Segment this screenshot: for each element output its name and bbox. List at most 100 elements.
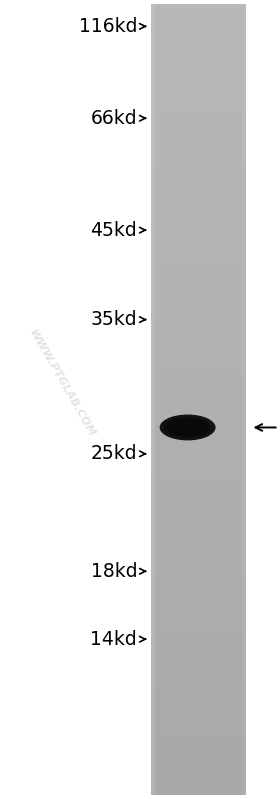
Bar — [151, 374, 246, 376]
Bar — [151, 81, 246, 83]
Bar — [151, 405, 246, 407]
Bar — [151, 123, 246, 125]
Bar — [151, 10, 246, 12]
Bar — [151, 696, 246, 698]
Bar — [151, 38, 246, 40]
Bar — [151, 388, 246, 390]
Bar — [151, 552, 246, 554]
Bar — [151, 590, 246, 591]
Bar — [151, 51, 246, 54]
Bar — [151, 296, 246, 299]
Bar — [151, 471, 246, 473]
Bar — [151, 392, 246, 394]
Bar — [151, 479, 246, 480]
Bar — [151, 745, 246, 748]
Bar — [151, 249, 246, 251]
Bar — [151, 435, 246, 437]
Bar — [151, 58, 246, 59]
Bar — [151, 791, 246, 793]
Bar — [151, 603, 246, 605]
Bar — [151, 461, 246, 463]
Bar — [151, 322, 246, 324]
Bar — [151, 431, 246, 433]
Bar — [151, 396, 246, 398]
Bar — [151, 22, 246, 24]
Text: 66kd: 66kd — [90, 109, 137, 128]
Bar — [151, 97, 246, 99]
Bar — [151, 251, 246, 253]
Bar — [151, 16, 246, 18]
Bar — [151, 563, 246, 566]
Bar — [151, 567, 246, 570]
Bar — [151, 544, 246, 546]
Ellipse shape — [168, 419, 207, 436]
Bar — [151, 704, 246, 706]
Bar — [151, 480, 246, 483]
Bar — [151, 394, 246, 396]
Bar — [151, 134, 246, 137]
Bar — [151, 229, 246, 232]
Bar — [151, 14, 246, 16]
Bar — [151, 473, 246, 475]
Bar — [151, 773, 246, 775]
Bar — [151, 170, 246, 172]
Bar — [151, 781, 246, 783]
Bar — [151, 200, 246, 201]
Bar — [151, 748, 246, 749]
Bar — [151, 368, 246, 370]
Bar — [151, 736, 246, 737]
Bar — [151, 172, 246, 174]
Bar — [151, 439, 246, 441]
Bar — [151, 352, 246, 354]
Bar — [151, 87, 246, 89]
Bar — [151, 625, 246, 627]
Bar — [151, 182, 246, 184]
Bar — [151, 714, 246, 716]
Bar — [151, 312, 246, 315]
Bar — [151, 631, 246, 633]
Bar — [151, 680, 246, 682]
Bar — [151, 583, 246, 586]
Bar — [151, 366, 246, 368]
Bar — [151, 496, 246, 499]
Bar — [151, 457, 246, 459]
Bar — [151, 749, 246, 752]
Bar — [151, 613, 246, 615]
Bar — [151, 99, 246, 101]
Bar — [151, 315, 246, 316]
Bar — [151, 201, 246, 204]
Bar — [151, 26, 246, 28]
Bar — [151, 526, 246, 528]
Bar — [151, 83, 246, 85]
Bar — [151, 609, 246, 611]
Bar — [151, 178, 246, 180]
Bar — [151, 125, 246, 126]
Bar — [151, 259, 246, 261]
Bar — [151, 370, 246, 372]
Bar — [151, 326, 246, 328]
Bar — [151, 611, 246, 613]
Bar — [151, 12, 246, 14]
Bar — [151, 4, 246, 6]
Bar — [151, 702, 246, 704]
Bar — [151, 304, 246, 307]
Bar — [151, 320, 246, 322]
Bar — [151, 161, 246, 162]
Bar — [151, 562, 246, 563]
Bar — [151, 288, 246, 291]
Bar — [151, 141, 246, 142]
Bar — [151, 311, 246, 312]
Bar — [151, 382, 246, 384]
Bar — [151, 307, 246, 308]
Bar — [151, 85, 246, 87]
Bar — [151, 150, 246, 153]
Bar — [151, 8, 246, 10]
Bar — [151, 605, 246, 607]
Bar — [151, 411, 246, 413]
Bar — [151, 665, 246, 666]
Bar — [151, 232, 246, 233]
Bar — [151, 676, 246, 678]
Bar — [151, 518, 246, 520]
Bar — [151, 741, 246, 744]
Bar — [151, 75, 246, 78]
